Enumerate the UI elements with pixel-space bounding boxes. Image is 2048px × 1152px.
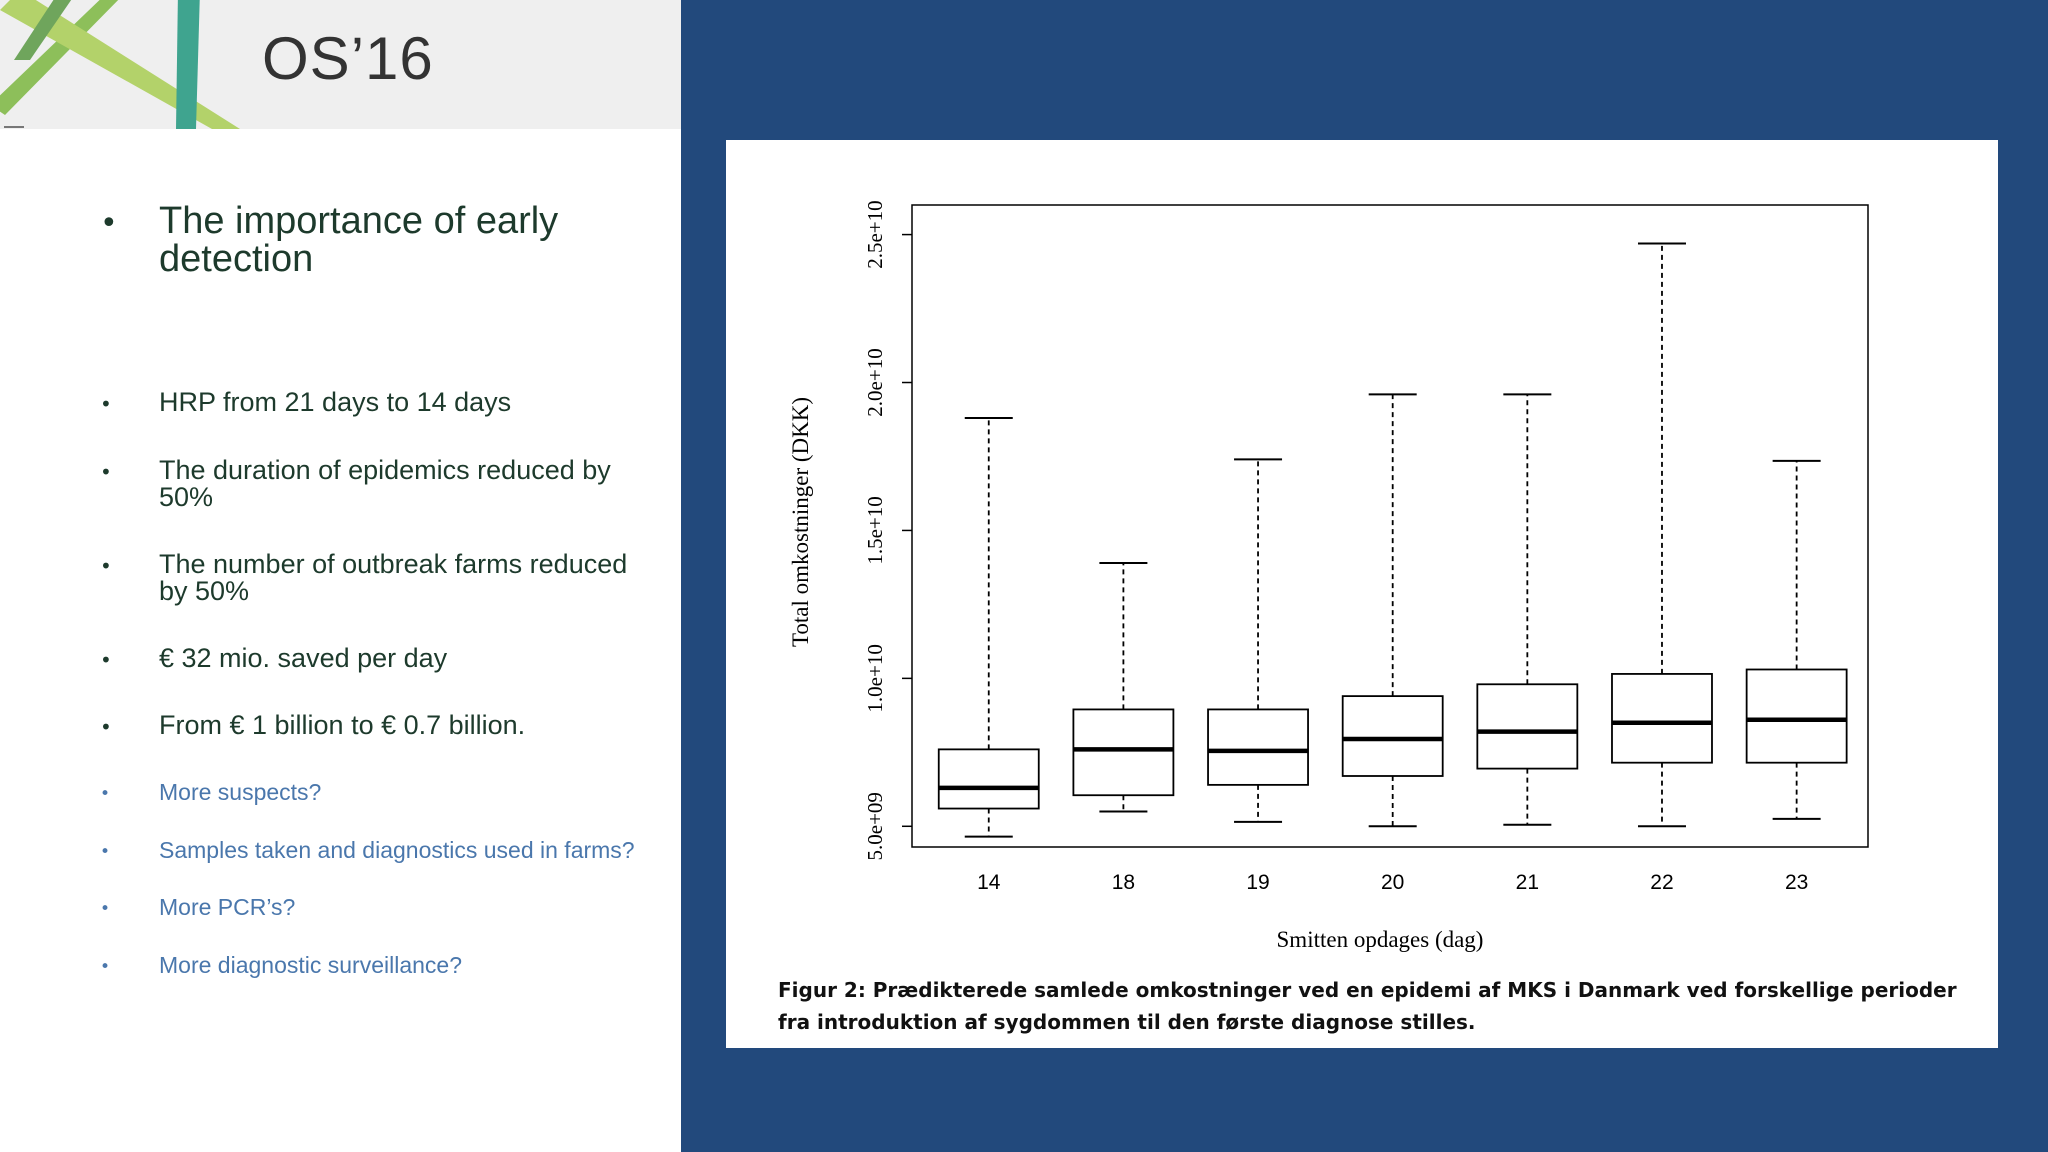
x-tick-label: 23: [1785, 871, 1808, 894]
slide-heading: The importance of early detection: [159, 200, 559, 280]
x-tick-label: 20: [1381, 871, 1404, 894]
logo-stripes-graphic: [0, 0, 240, 129]
question-text: More PCR’s?: [159, 894, 296, 920]
x-tick-label: 21: [1516, 871, 1539, 894]
question-text: More suspects?: [159, 779, 322, 805]
list-item-text: The duration of epidemics reduced by 50%: [159, 455, 611, 512]
figure-container: 5.0e+09 1.0e+10 1.5e+10 2.0e+10 2.5e+10 Total…: [726, 140, 1998, 1048]
conference-logo-text: OS’16: [262, 25, 434, 92]
bullet-dot-icon: •: [100, 392, 112, 416]
box-iqr: [1207, 708, 1309, 786]
x-axis-title: Smitten opdages (dag): [1277, 927, 1484, 952]
list-item-text: € 32 mio. saved per day: [159, 643, 448, 673]
y-tick-label: 1.0e+10: [863, 644, 887, 712]
bullet-dot-icon: •: [100, 206, 118, 241]
x-tick-label: 14: [977, 871, 1001, 894]
y-tick-label: 5.0e+09: [863, 792, 887, 860]
y-axis-title: Total omkostninger (DKK): [788, 397, 813, 647]
x-tick-label: 22: [1650, 871, 1673, 894]
figure-caption: Figur 2: Prædikterede samlede omkostning…: [778, 978, 1957, 1034]
conference-logo-banner: OS’16: [0, 0, 681, 129]
y-tick-label: 2.5e+10: [863, 200, 887, 268]
box-iqr: [1611, 673, 1713, 764]
x-tick-label: 19: [1246, 871, 1269, 894]
plot-frame: [911, 204, 1869, 848]
bullet-dot-icon: •: [100, 842, 111, 862]
bullet-dot-icon: •: [100, 957, 111, 977]
bullet-dot-icon: •: [100, 715, 112, 739]
bullet-dot-icon: •: [100, 460, 112, 484]
y-tick-label: 2.0e+10: [863, 348, 887, 416]
bullet-dot-icon: •: [100, 784, 111, 804]
slide-text-content: • The importance of early detection • HR…: [0, 129, 681, 1152]
list-item-text: From € 1 billion to € 0.7 billion.: [159, 710, 526, 740]
list-item-text: The number of outbreak farms reduced by …: [159, 549, 628, 606]
box-iqr: [937, 748, 1040, 810]
question-text: Samples taken and diagnostics used in fa…: [159, 837, 635, 863]
x-tick-label: 18: [1112, 871, 1135, 894]
box-iqr: [1745, 668, 1848, 764]
bullet-dot-icon: •: [100, 648, 112, 672]
header-divider: [4, 126, 24, 128]
boxplot-chart: 5.0e+09 1.0e+10 1.5e+10 2.0e+10 2.5e+10 Total…: [788, 200, 1869, 952]
bullet-dot-icon: •: [100, 899, 111, 919]
list-item-text: HRP from 21 days to 14 days: [159, 387, 512, 417]
box-iqr: [1341, 695, 1444, 777]
box-iqr: [1072, 708, 1175, 797]
y-tick-label: 1.5e+10: [863, 496, 887, 564]
question-text: More diagnostic surveillance?: [159, 952, 462, 978]
box-iqr: [1476, 683, 1579, 770]
bullet-dot-icon: •: [100, 554, 112, 578]
